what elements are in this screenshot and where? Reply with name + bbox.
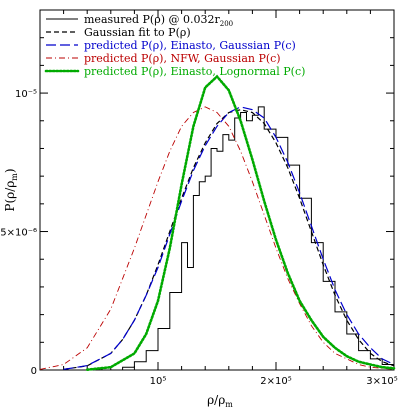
- y-tick-label: 10⁻⁵: [15, 89, 37, 100]
- plot-frame: [39, 9, 395, 371]
- legend-label: measured P(ρ) @ 0.032r200: [84, 13, 233, 28]
- series-line-2: [63, 106, 395, 370]
- x-tick-label: 3×10⁵: [366, 376, 397, 387]
- y-tick-label: 5×10⁻⁶: [0, 228, 37, 239]
- y-tick-label: 0: [31, 366, 37, 377]
- legend-label: Gaussian fit to P(ρ): [84, 26, 191, 39]
- axis-ticks: 10⁵ 2×10⁵ 3×10⁵ 0 5×10⁻⁶ 10⁻⁵: [0, 10, 398, 387]
- series-line-3: [39, 106, 395, 370]
- y-axis-label: P(ρ/ρm): [3, 168, 19, 211]
- series-layer: [39, 74, 396, 371]
- series-line-1: [63, 109, 395, 370]
- x-tick-label: 10⁵: [150, 376, 167, 387]
- series-line-0: [110, 106, 395, 371]
- legend-label: predicted P(ρ), Einasto, Gaussian P(c): [84, 39, 296, 52]
- x-axis-label: ρ/ρm: [207, 393, 233, 409]
- series-line-4: [85, 74, 396, 371]
- legend-label: predicted P(ρ), Einasto, Lognormal P(c): [84, 65, 305, 78]
- x-tick-label: 2×10⁵: [260, 376, 291, 387]
- legend-label: predicted P(ρ), NFW, Gaussian P(c): [84, 52, 281, 65]
